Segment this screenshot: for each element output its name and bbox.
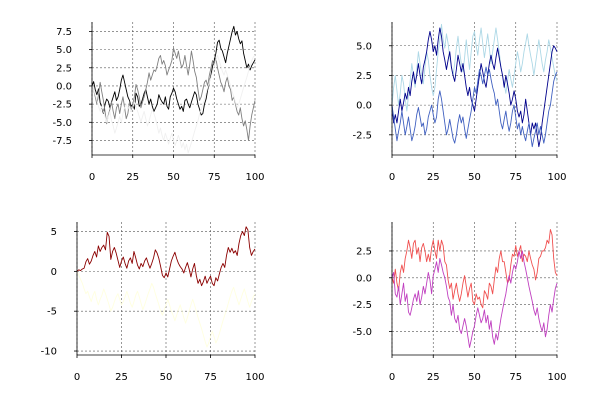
subplot-3: 0 25 50 75 100 -10 -5 0 5 — [41, 222, 265, 383]
y-tick-label: 2.5 — [356, 246, 372, 257]
y-tick-label: -2.5 — [52, 100, 72, 111]
x-tick-label: 50 — [160, 372, 173, 383]
y-tick-label: -7.5 — [52, 136, 72, 147]
x-tick-label: 0 — [389, 172, 395, 183]
x-tick-label: 0 — [74, 372, 80, 383]
y-tick-label: 5 — [51, 227, 57, 238]
subplot-4: 0 25 50 75 100 -5.0 -2.5 0.0 2.5 — [352, 222, 567, 383]
x-tick-label: 50 — [468, 172, 481, 183]
y-tick-label: 0.0 — [356, 273, 372, 284]
x-tick-label: 75 — [204, 372, 217, 383]
x-tick-label: 50 — [468, 372, 481, 383]
x-tick-label: 25 — [115, 372, 128, 383]
series-line-3 — [391, 66, 558, 148]
series-line-2 — [91, 47, 256, 141]
y-tick-label: 0 — [51, 267, 57, 278]
y-tick-label: -5.0 — [352, 327, 372, 338]
x-tick-label: 100 — [245, 172, 264, 183]
y-tick-label: -5 — [47, 307, 57, 318]
y-tick-label: -2.5 — [352, 130, 372, 141]
y-tick-label: 7.5 — [56, 27, 72, 38]
series-line-1 — [391, 229, 558, 309]
series-line-1 — [76, 226, 256, 287]
x-tick-label: 75 — [509, 372, 522, 383]
y-tick-label: 0.0 — [356, 101, 372, 112]
series-line-2 — [391, 250, 558, 348]
y-tick-label: -10 — [41, 347, 57, 358]
y-tick-label: -5.0 — [52, 118, 72, 129]
x-tick-label: 25 — [427, 372, 440, 383]
x-tick-label: 0 — [389, 372, 395, 383]
x-tick-label: 25 — [126, 172, 139, 183]
series-line-3 — [91, 54, 256, 154]
x-tick-label: 0 — [89, 172, 95, 183]
x-tick-label: 100 — [547, 372, 566, 383]
y-tick-label: 5.0 — [56, 45, 72, 56]
y-tick-label: -2.5 — [352, 300, 372, 311]
y-tick-label: 0.0 — [56, 81, 72, 92]
y-tick-label: 2.5 — [356, 71, 372, 82]
y-tick-label: 2.5 — [56, 63, 72, 74]
x-tick-label: 50 — [167, 172, 180, 183]
y-tick-label: 5.0 — [356, 41, 372, 52]
series-line-2 — [76, 271, 256, 348]
x-tick-label: 25 — [427, 172, 440, 183]
subplot-1: 0 25 50 75 100 -7.5 -5.0 -2.5 0.0 2.5 5.0 7.5 — [52, 22, 265, 183]
x-tick-label: 75 — [208, 172, 221, 183]
series-line-1 — [391, 23, 558, 112]
subplot-2: 0 25 50 75 100 -2.5 0.0 2.5 5.0 — [352, 22, 567, 183]
series-line-1 — [91, 25, 256, 116]
x-tick-label: 100 — [245, 372, 264, 383]
subplots: 0 25 50 75 100-7.5-5.0-2.50.02.55.07.50 25 50 7… — [41, 22, 567, 383]
x-tick-label: 75 — [509, 172, 522, 183]
x-tick-label: 100 — [547, 172, 566, 183]
